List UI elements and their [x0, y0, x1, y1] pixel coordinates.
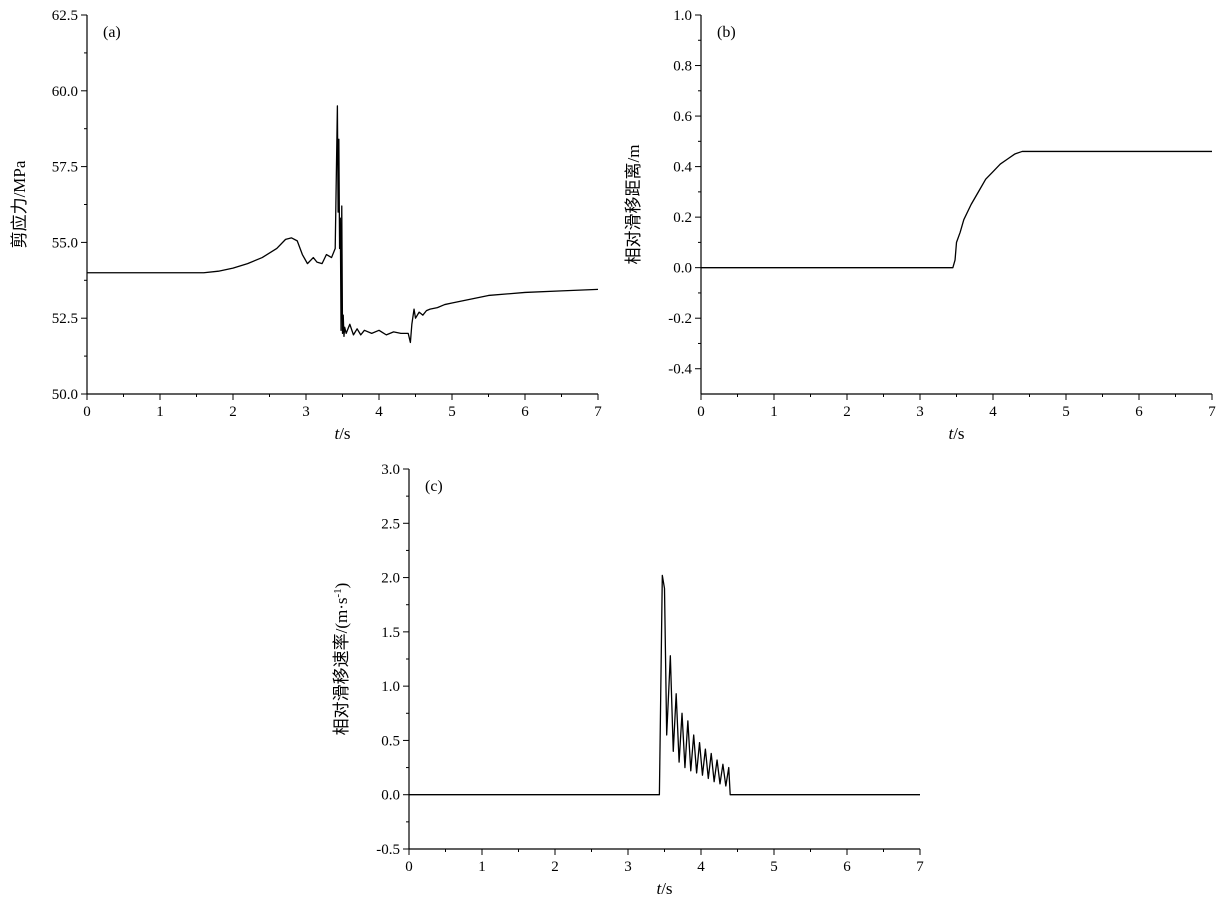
y-tick-label: 3.0: [381, 462, 400, 478]
y-tick-label: 1.5: [381, 625, 400, 641]
x-tick-label: 2: [843, 404, 851, 420]
y-tick-label: 0.5: [381, 733, 400, 749]
series-line: [409, 574, 920, 796]
y-tick-label: 0.8: [673, 59, 692, 75]
y-tick-label: 57.5: [52, 160, 78, 176]
y-tick-label: 55.0: [52, 235, 78, 251]
x-tick-label: 7: [916, 859, 924, 875]
y-tick-label: -0.2: [668, 311, 692, 327]
y-tick-label: 2.5: [381, 516, 400, 532]
y-tick-label: -0.5: [376, 842, 400, 858]
y-tick-label: 62.5: [52, 8, 78, 24]
x-tick-label: 5: [770, 859, 778, 875]
y-tick-label: 52.5: [52, 311, 78, 327]
x-tick-label: 6: [843, 859, 851, 875]
series-line: [87, 105, 599, 344]
x-tick-label: 6: [1135, 404, 1143, 420]
y-tick-label: 60.0: [52, 84, 78, 100]
x-tick-label: 3: [302, 404, 310, 420]
x-tick-label: 4: [989, 404, 997, 420]
y-tick-label: 0.6: [673, 109, 692, 125]
y-tick-label: 2.0: [381, 571, 400, 587]
x-tick-label: 7: [594, 404, 602, 420]
x-tick-label: 0: [697, 404, 705, 420]
x-axis-title: t/s: [334, 424, 350, 443]
x-tick-label: 1: [478, 859, 486, 875]
x-tick-label: 3: [916, 404, 924, 420]
y-axis-title: 相对滑移速率/(m·s-1): [332, 583, 351, 736]
x-tick-label: 6: [521, 404, 529, 420]
x-tick-label: 4: [697, 859, 705, 875]
y-tick-label: 50.0: [52, 387, 78, 403]
x-tick-label: 1: [156, 404, 164, 420]
x-tick-label: 7: [1208, 404, 1216, 420]
y-tick-label: 0.4: [673, 160, 692, 176]
x-axis-title: t/s: [656, 879, 672, 898]
y-axis-title: 相对滑移距离/m: [624, 145, 643, 265]
y-tick-label: 0.0: [673, 261, 692, 277]
y-axis-title: 剪应力/MPa: [10, 160, 29, 248]
panel-label: (a): [103, 24, 121, 41]
y-tick-label: 0.0: [381, 788, 400, 804]
chart-panel-2: 0 1 2 3 4 5 6 7 -0.4 -0.2 0.0 0.2 0.4 0.6 0.8 1.0 t/s 相对滑…: [624, 8, 1216, 443]
x-tick-label: 1: [770, 404, 778, 420]
y-tick-label: -0.4: [668, 362, 692, 378]
y-tick-label: 0.2: [673, 210, 692, 226]
x-tick-label: 5: [1062, 404, 1070, 420]
x-tick-label: 0: [405, 859, 413, 875]
x-axis-title: t/s: [948, 424, 964, 443]
x-tick-label: 3: [624, 859, 632, 875]
chart-panel-3: 0 1 2 3 4 5 6 7 -0.5 0.0 0.5 1.0 1.5 2.0 2.5 3.0 t/s 相对滑移…: [332, 462, 924, 898]
x-tick-label: 2: [229, 404, 237, 420]
panel-label: (c): [425, 478, 443, 495]
x-tick-label: 0: [83, 404, 91, 420]
x-tick-label: 5: [448, 404, 456, 420]
panel-label: (b): [717, 24, 736, 41]
chart-panel-1: 0 1 2 3 4 5 6 7 50.0 52.5 55.0 57.5 60.0 62.5 t/s 剪应力/M…: [10, 8, 602, 443]
x-tick-label: 2: [551, 859, 559, 875]
y-tick-label: 1.0: [381, 679, 400, 695]
y-tick-label: 1.0: [673, 8, 692, 24]
x-tick-label: 4: [375, 404, 383, 420]
series-line: [701, 150, 1212, 269]
